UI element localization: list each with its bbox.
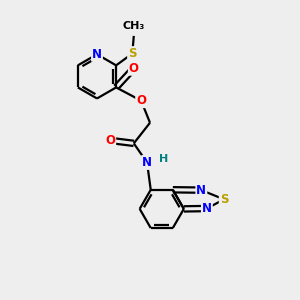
Text: N: N xyxy=(196,184,206,196)
Text: N: N xyxy=(202,202,212,215)
Text: S: S xyxy=(220,193,228,206)
Text: O: O xyxy=(105,134,115,147)
Text: N: N xyxy=(142,156,152,169)
Text: O: O xyxy=(129,62,139,75)
Text: S: S xyxy=(128,47,136,60)
Text: H: H xyxy=(159,154,169,164)
Text: N: N xyxy=(92,48,102,61)
Text: CH₃: CH₃ xyxy=(123,21,145,31)
Text: O: O xyxy=(136,94,146,107)
